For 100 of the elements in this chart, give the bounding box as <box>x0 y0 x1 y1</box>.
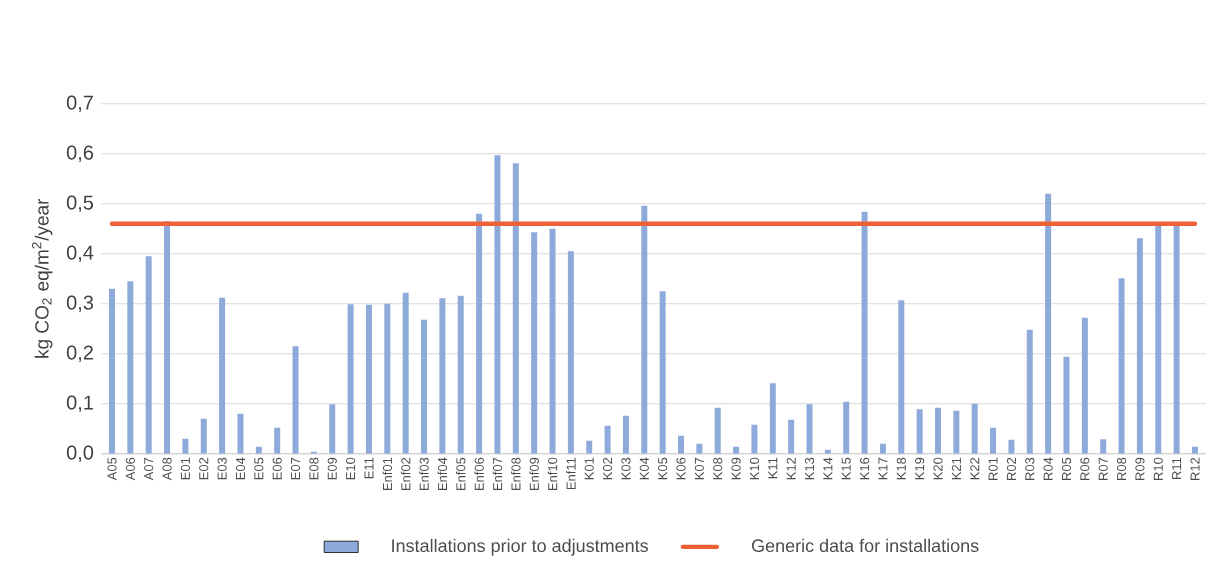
x-tick-label: E02 <box>199 457 209 480</box>
x-tick-label: E01 <box>180 457 190 480</box>
bar <box>512 163 519 454</box>
x-tick-label: Enf02 <box>400 457 411 491</box>
x-tick-label: R12 <box>1190 457 1200 481</box>
x-tick-label: E11 <box>364 457 374 479</box>
bar <box>1026 329 1033 454</box>
x-tick-label: R03 <box>1025 457 1035 481</box>
bar <box>145 256 152 454</box>
bar <box>953 410 960 454</box>
x-tick-label: K20 <box>933 457 943 480</box>
x-tick-label: Enf08 <box>511 457 521 491</box>
bar <box>751 424 758 454</box>
x-tick-label: Enf07 <box>492 457 503 491</box>
x-tick-label: E03 <box>217 457 227 480</box>
x-tick-label: K05 <box>658 457 668 480</box>
x-tick-label: K17 <box>878 457 888 480</box>
bar <box>1008 439 1015 454</box>
y-tick-label: 0,4 <box>66 245 94 263</box>
bar <box>219 297 226 454</box>
x-tick-label: E09 <box>327 457 337 480</box>
bar <box>108 288 115 454</box>
x-tick-label: K10 <box>749 457 760 480</box>
x-tick-label: E04 <box>235 457 246 480</box>
bar <box>934 407 941 454</box>
bar <box>696 443 703 454</box>
x-tick-label: R10 <box>1153 457 1163 481</box>
bar <box>329 404 336 454</box>
bar <box>200 418 207 454</box>
x-tick-label: R09 <box>1135 457 1145 481</box>
bar <box>164 221 171 454</box>
bar <box>421 319 428 454</box>
bar <box>714 407 721 454</box>
y-tick-label: 0,2 <box>66 345 93 363</box>
legend-label: Generic data for installations <box>751 538 979 553</box>
bar <box>549 228 556 454</box>
x-tick-label: A07 <box>144 457 154 481</box>
bar <box>1045 193 1052 454</box>
bar <box>365 304 372 454</box>
bar <box>1081 317 1088 454</box>
bar <box>531 232 538 454</box>
x-tick-label: R05 <box>1061 457 1072 481</box>
bar <box>494 155 501 454</box>
x-tick-label: K08 <box>713 457 723 480</box>
legend-label: Installations prior to adjustments <box>392 538 648 556</box>
bar <box>439 298 446 454</box>
bar <box>1118 278 1125 454</box>
x-tick-label: Enf11 <box>566 457 576 490</box>
x-tick-label: E08 <box>309 457 319 480</box>
x-tick-label: K15 <box>841 457 851 480</box>
x-tick-label: K06 <box>676 457 686 480</box>
bar <box>182 438 189 454</box>
x-tick-label: E10 <box>346 457 356 480</box>
x-tick-label: Enf03 <box>419 457 429 491</box>
bar <box>1155 223 1162 454</box>
x-tick-label: A06 <box>125 457 135 481</box>
x-tick-label: K14 <box>823 457 833 480</box>
y-tick-label: 0,6 <box>66 145 94 163</box>
bar <box>806 404 813 454</box>
x-tick-label: K12 <box>786 457 796 480</box>
bar <box>1136 238 1143 454</box>
x-tick-label: K07 <box>694 457 704 480</box>
x-tick-label: K21 <box>951 457 961 480</box>
x-tick-label: Enf05 <box>455 457 466 491</box>
bar <box>237 413 244 454</box>
bar <box>678 435 685 454</box>
x-tick-label: K19 <box>915 457 925 480</box>
bar <box>604 425 611 454</box>
x-tick-label: R08 <box>1116 457 1127 481</box>
x-tick-label: K04 <box>639 457 649 480</box>
x-tick-label: Enf09 <box>529 457 539 491</box>
y-tick-label: 0,7 <box>66 95 93 113</box>
x-tick-label: R06 <box>1080 457 1090 481</box>
x-tick-label: R02 <box>1006 457 1017 481</box>
bar <box>586 440 593 454</box>
bar <box>843 401 850 454</box>
x-tick-label: R01 <box>988 457 998 481</box>
bar <box>1100 439 1107 454</box>
x-tick-label: K16 <box>859 457 870 480</box>
x-tick-label: E05 <box>254 457 264 480</box>
bar <box>1063 356 1070 454</box>
bar <box>990 427 997 454</box>
x-tick-label: K11 <box>768 457 778 479</box>
x-tick-label: A08 <box>162 457 172 481</box>
bar <box>641 205 648 454</box>
y-tick-label: 0,1 <box>66 395 93 413</box>
bar <box>916 409 923 454</box>
bar <box>659 291 666 454</box>
x-tick-label: K13 <box>804 457 815 480</box>
bar <box>879 443 886 454</box>
x-tick-label: Enf10 <box>547 457 558 491</box>
bar <box>622 415 629 454</box>
bar <box>292 346 299 454</box>
x-tick-label: Enf04 <box>437 457 448 491</box>
x-tick-label: Enf01 <box>382 457 393 491</box>
y-tick-label: 0,0 <box>66 445 94 463</box>
bar <box>457 295 464 454</box>
bar <box>274 427 281 454</box>
y-axis-title: kg CO$_{2}$ eq/m$^{2}$/year <box>31 198 53 358</box>
bar <box>384 303 391 454</box>
